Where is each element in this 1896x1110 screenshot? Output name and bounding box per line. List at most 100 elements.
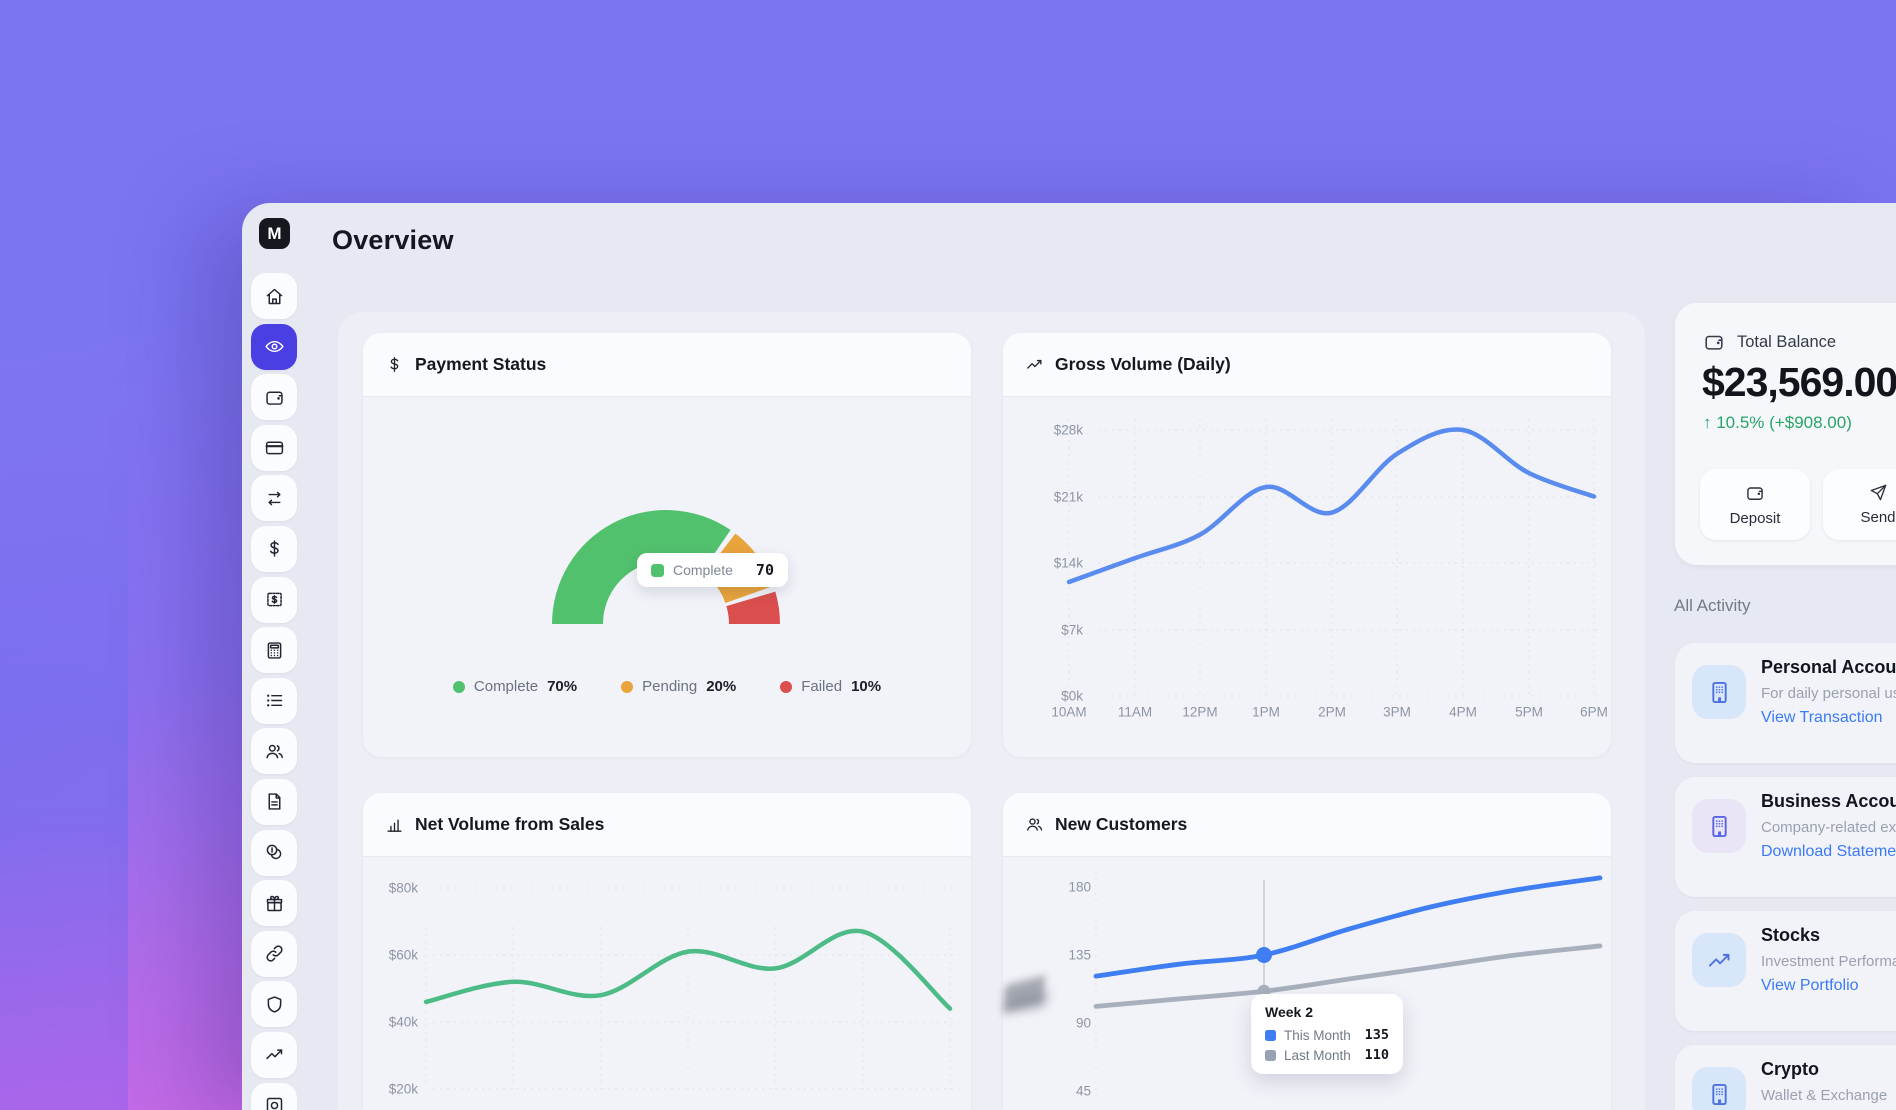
deposit-button-label: Deposit: [1729, 509, 1781, 527]
sidebar-item-customers[interactable]: [251, 728, 297, 775]
tooltip-color-square: [651, 563, 664, 577]
sidebar-item-trends[interactable]: [251, 1031, 297, 1078]
sidebar-item-cards[interactable]: [251, 424, 297, 471]
gross-volume-chart[interactable]: [1003, 397, 1611, 757]
sidebar-item-wallet[interactable]: [251, 374, 297, 421]
activity-subtitle: Investment Performance: [1761, 953, 1896, 970]
gross-volume-body: $28k $21k $14k $7k $0k 10AM 11AM 12PM 1PM 2PM 3PM…: [1003, 397, 1611, 757]
tooltip-label: Complete: [673, 562, 733, 578]
tooltip-row-this-month: This Month 135: [1265, 1027, 1389, 1043]
net-volume-title: Net Volume from Sales: [415, 814, 605, 834]
all-activity-label: All Activity: [1674, 596, 1751, 615]
send-button[interactable]: Send: [1823, 469, 1896, 540]
stocks-icon-box: [1692, 933, 1746, 987]
calculator-icon: [267, 641, 281, 659]
net-volume-card: Net Volume from Sales $80k $60k $40k $20k: [363, 793, 971, 1110]
tooltip-color-square: [1265, 1049, 1276, 1061]
app-logo[interactable]: M: [259, 218, 290, 249]
dollar-icon: [269, 540, 279, 558]
legend-item-complete: Complete 70%: [452, 678, 577, 695]
gross-volume-header: Gross Volume (Daily): [1003, 333, 1611, 397]
shield-icon: [267, 996, 281, 1013]
wallet-icon: [265, 391, 283, 405]
sidebar-item-transfers[interactable]: [251, 475, 297, 522]
credit-card-icon: [265, 441, 283, 455]
legend-item-failed: Failed 10%: [780, 678, 881, 695]
total-balance-label: Total Balance: [1737, 332, 1837, 351]
sidebar-item-links[interactable]: [251, 930, 297, 977]
trending-up-icon: [265, 1049, 282, 1060]
gift-icon: [266, 895, 282, 911]
payment-status-title: Payment Status: [415, 354, 547, 374]
deposit-button[interactable]: Deposit: [1700, 469, 1810, 540]
activity-subtitle: For daily personal use: [1761, 685, 1896, 702]
eye-icon: [264, 341, 284, 353]
sidebar-item-home[interactable]: [251, 273, 297, 319]
sidebar-item-payments[interactable]: [251, 525, 297, 572]
trending-up-icon: [1708, 953, 1729, 967]
sidebar-item-calculator[interactable]: [251, 627, 297, 674]
activity-title: Crypto: [1761, 1059, 1819, 1079]
gross-volume-title: Gross Volume (Daily): [1055, 354, 1231, 374]
building-icon: [1711, 681, 1727, 703]
users-icon: [265, 744, 283, 759]
activity-subtitle: Wallet & Exchange: [1761, 1087, 1888, 1104]
net-volume-body: $80k $60k $40k $20k: [363, 857, 971, 1110]
total-balance-amount: $23,569.00: [1702, 359, 1896, 405]
dashboard-window: M Overview Payment Status: [242, 203, 1896, 1110]
sidebar-item-list[interactable]: [251, 677, 297, 724]
bar-chart-icon: [387, 819, 402, 832]
vault-icon: [266, 1097, 282, 1110]
sidebar-item-security[interactable]: [251, 981, 297, 1028]
net-volume-header: Net Volume from Sales: [363, 793, 971, 857]
new-customers-card: New Customers 180 135 90 45 Week 2 This Mon…: [1002, 793, 1611, 1110]
legend-dot: [780, 680, 793, 693]
list-icon: [266, 694, 282, 707]
page-title: Overview: [332, 225, 454, 255]
sidebar-item-vault[interactable]: [251, 1082, 297, 1110]
document-icon: [268, 793, 280, 811]
week-tooltip: Week 2 This Month 135 Last Month 110: [1251, 994, 1403, 1074]
tooltip-color-square: [1265, 1029, 1276, 1041]
total-balance-change: ↑ 10.5% (+$908.00): [1703, 413, 1852, 432]
sidebar-item-invoices[interactable]: [251, 576, 297, 623]
net-volume-chart[interactable]: [363, 857, 971, 1110]
activity-card-crypto[interactable]: Crypto Wallet & Exchange: [1675, 1045, 1896, 1110]
sidebar: [251, 273, 297, 1110]
sidebar-item-documents[interactable]: [251, 778, 297, 825]
sidebar-item-coins[interactable]: [251, 829, 297, 876]
sidebar-item-rewards[interactable]: [251, 880, 297, 927]
legend-dot: [621, 680, 634, 693]
building-icon: [1711, 1083, 1727, 1105]
main-content: Payment Status Complete 70 Complete 70% P…: [338, 312, 1645, 1110]
total-balance-card: Total Balance $23,569.00 ↑ 10.5% (+$908.…: [1675, 303, 1896, 565]
users-icon: [1027, 818, 1043, 831]
download-statement-link[interactable]: Download Statement: [1761, 843, 1896, 860]
activity-card-business[interactable]: Business Account Company-related expense…: [1675, 777, 1896, 897]
activity-title: Personal Account: [1761, 657, 1896, 677]
view-portfolio-link[interactable]: View Portfolio: [1761, 977, 1859, 994]
crypto-icon-box: [1692, 1067, 1746, 1110]
transfer-arrows-icon: [268, 491, 280, 506]
sidebar-item-overview[interactable]: [251, 323, 297, 370]
invoice-icon: [266, 592, 282, 607]
payment-status-header: Payment Status: [363, 333, 971, 397]
payment-status-card: Payment Status Complete 70 Complete 70% P…: [363, 333, 971, 757]
new-customers-header: New Customers: [1003, 793, 1611, 857]
activity-card-personal[interactable]: Personal Account For daily personal use …: [1675, 643, 1896, 763]
legend-item-pending: Pending 20%: [621, 678, 736, 695]
building-icon: [1711, 815, 1727, 837]
background-strip: [0, 0, 128, 1110]
week-tooltip-title: Week 2: [1265, 1004, 1313, 1020]
coins-icon: [266, 844, 281, 860]
dollar-icon: [390, 357, 399, 372]
new-customers-title: New Customers: [1055, 814, 1188, 834]
gauge-legend: Complete 70% Pending 20% Failed 10%: [363, 678, 971, 695]
tooltip-value: 70: [755, 561, 774, 579]
view-transaction-link[interactable]: View Transaction: [1761, 709, 1883, 726]
tooltip-row-last-month: Last Month 110: [1265, 1047, 1389, 1063]
home-icon: [266, 288, 282, 304]
activity-card-stocks[interactable]: Stocks Investment Performance View Portf…: [1675, 911, 1896, 1031]
send-button-label: Send: [1860, 509, 1896, 526]
legend-dot: [452, 680, 465, 693]
